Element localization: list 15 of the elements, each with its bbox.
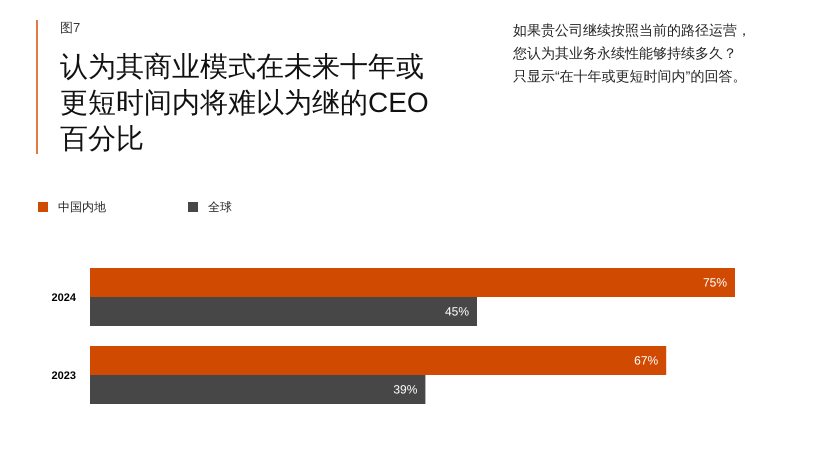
data-label: 75% xyxy=(702,276,728,290)
y-tick-label: 2023 xyxy=(52,370,76,382)
bar xyxy=(90,297,477,326)
bar xyxy=(90,375,426,404)
bar xyxy=(90,268,735,297)
data-label: 67% xyxy=(634,354,659,368)
legend-label: 全球 xyxy=(208,199,232,215)
y-tick-label: 2024 xyxy=(52,292,77,304)
caption: 图7 xyxy=(60,20,80,36)
data-label: 39% xyxy=(393,382,418,396)
chart-title: 认为其商业模式在未来十年或更短时间内将难以为继的CEO百分比 xyxy=(60,50,430,156)
bar xyxy=(90,346,666,375)
data-label: 45% xyxy=(444,304,470,318)
chart-subtitle: 如果贵公司继续按照当前的路径运营，您认为其业务永续性能够持续多久？只显示“在十年或更短时间内”的回答。 xyxy=(513,21,752,86)
legend-label: 中国内地 xyxy=(58,199,106,215)
